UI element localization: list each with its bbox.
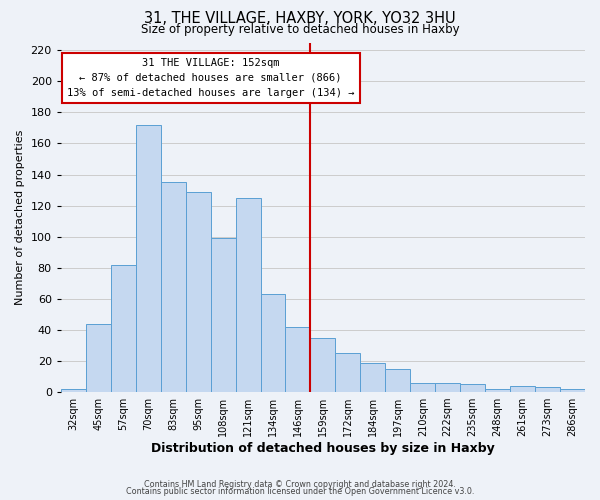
Bar <box>236 198 260 392</box>
Text: Contains HM Land Registry data © Crown copyright and database right 2024.: Contains HM Land Registry data © Crown c… <box>144 480 456 489</box>
Text: 31 THE VILLAGE: 152sqm
← 87% of detached houses are smaller (866)
13% of semi-de: 31 THE VILLAGE: 152sqm ← 87% of detached… <box>67 58 355 98</box>
Bar <box>460 384 485 392</box>
X-axis label: Distribution of detached houses by size in Haxby: Distribution of detached houses by size … <box>151 442 495 455</box>
Bar <box>86 324 111 392</box>
Bar <box>111 264 136 392</box>
Bar <box>435 383 460 392</box>
Bar <box>535 388 560 392</box>
Bar <box>510 386 535 392</box>
Bar <box>410 383 435 392</box>
Text: Contains public sector information licensed under the Open Government Licence v3: Contains public sector information licen… <box>126 488 474 496</box>
Bar <box>310 338 335 392</box>
Bar <box>361 362 385 392</box>
Bar <box>185 192 211 392</box>
Y-axis label: Number of detached properties: Number of detached properties <box>15 130 25 305</box>
Bar <box>136 125 161 392</box>
Bar <box>485 389 510 392</box>
Bar <box>61 389 86 392</box>
Text: 31, THE VILLAGE, HAXBY, YORK, YO32 3HU: 31, THE VILLAGE, HAXBY, YORK, YO32 3HU <box>144 11 456 26</box>
Bar <box>286 327 310 392</box>
Bar <box>335 353 361 392</box>
Bar <box>161 182 185 392</box>
Bar <box>211 238 236 392</box>
Bar <box>560 389 585 392</box>
Bar <box>385 369 410 392</box>
Text: Size of property relative to detached houses in Haxby: Size of property relative to detached ho… <box>140 22 460 36</box>
Bar <box>260 294 286 392</box>
